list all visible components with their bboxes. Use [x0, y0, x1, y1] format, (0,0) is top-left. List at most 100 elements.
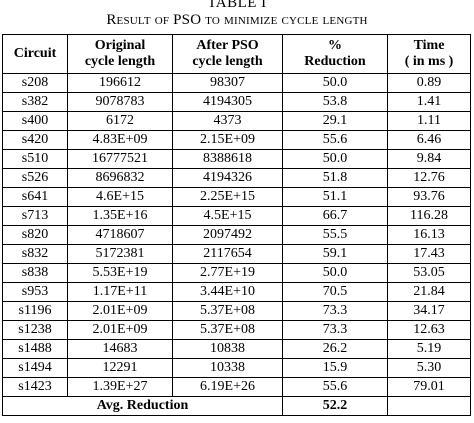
table-row: s713 1.35E+16 4.5E+15 66.7 116.28	[2, 206, 471, 226]
cell-percent-reduction: 73.3	[282, 320, 388, 340]
cell-original-cycle-length: 4.6E+15	[67, 187, 173, 207]
cell-circuit: s1488	[2, 339, 68, 359]
cell-percent-reduction: 55.6	[282, 377, 388, 397]
table-row: s1488 14683 10838 26.2 5.19	[2, 339, 471, 359]
cell-time-ms: 79.01	[387, 377, 471, 397]
cell-time-ms: 53.05	[387, 263, 471, 283]
cell-after-pso-cycle-length: 2.77E+19	[172, 263, 283, 283]
cell-after-pso-cycle-length: 5.37E+08	[172, 301, 283, 321]
table-caption: TABLE I Result of PSO to minimize cycle …	[0, 0, 474, 30]
header-time-line1: Time	[413, 38, 445, 53]
avg-reduction-row: Avg. Reduction 52.2	[2, 396, 471, 416]
header-after-line2: cycle length	[192, 54, 263, 69]
table-row: s1238 2.01E+09 5.37E+08 73.3 12.63	[2, 320, 471, 340]
cell-after-pso-cycle-length: 6.19E+26	[172, 377, 283, 397]
cell-after-pso-cycle-length: 4373	[172, 111, 283, 131]
cell-circuit: s641	[2, 187, 68, 207]
cell-time-ms: 116.28	[387, 206, 471, 226]
cell-percent-reduction: 26.2	[282, 339, 388, 359]
cell-time-ms: 17.43	[387, 244, 471, 264]
cell-circuit: s382	[2, 92, 68, 112]
header-time-line2: ( in ms )	[404, 54, 454, 69]
cell-circuit: s1196	[2, 301, 68, 321]
cell-circuit: s1494	[2, 358, 68, 378]
cell-original-cycle-length: 1.35E+16	[67, 206, 173, 226]
table-row: s953 1.17E+11 3.44E+10 70.5 21.84	[2, 282, 471, 302]
cell-original-cycle-length: 4718607	[67, 225, 173, 245]
cell-percent-reduction: 50.0	[282, 73, 388, 93]
cell-after-pso-cycle-length: 2.25E+15	[172, 187, 283, 207]
cell-time-ms: 21.84	[387, 282, 471, 302]
cell-original-cycle-length: 12291	[67, 358, 173, 378]
cell-percent-reduction: 51.1	[282, 187, 388, 207]
cell-original-cycle-length: 1.17E+11	[67, 282, 173, 302]
cell-percent-reduction: 73.3	[282, 301, 388, 321]
results-table: Circuit Original cycle length After PSO …	[2, 34, 471, 416]
cell-original-cycle-length: 1.39E+27	[67, 377, 173, 397]
cell-time-ms: 5.19	[387, 339, 471, 359]
cell-circuit: s838	[2, 263, 68, 283]
header-original-line1: Original	[94, 38, 146, 53]
cell-after-pso-cycle-length: 3.44E+10	[172, 282, 283, 302]
header-after-line1: After PSO	[196, 38, 259, 53]
table-row: s420 4.83E+09 2.15E+09 55.6 6.46	[2, 130, 471, 150]
avg-reduction-time	[387, 396, 471, 416]
cell-after-pso-cycle-length: 4194305	[172, 92, 283, 112]
cell-percent-reduction: 66.7	[282, 206, 388, 226]
cell-original-cycle-length: 8696832	[67, 168, 173, 188]
cell-after-pso-cycle-length: 2117654	[172, 244, 283, 264]
header-circuit: Circuit	[2, 34, 68, 74]
table-title: Result of PSO to minimize cycle length	[106, 12, 368, 28]
table-row: s526 8696832 4194326 51.8 12.76	[2, 168, 471, 188]
cell-original-cycle-length: 196612	[67, 73, 173, 93]
cell-circuit: s420	[2, 130, 68, 150]
cell-percent-reduction: 29.1	[282, 111, 388, 131]
cell-circuit: s208	[2, 73, 68, 93]
header-after-pso-cycle-length: After PSO cycle length	[172, 34, 283, 74]
cell-time-ms: 16.13	[387, 225, 471, 245]
cell-after-pso-cycle-length: 2097492	[172, 225, 283, 245]
cell-after-pso-cycle-length: 2.15E+09	[172, 130, 283, 150]
cell-original-cycle-length: 5.53E+19	[67, 263, 173, 283]
avg-reduction-value: 52.2	[282, 396, 388, 416]
cell-circuit: s1238	[2, 320, 68, 340]
cell-circuit: s400	[2, 111, 68, 131]
cell-circuit: s820	[2, 225, 68, 245]
header-time: Time ( in ms )	[387, 34, 471, 74]
cell-percent-reduction: 51.8	[282, 168, 388, 188]
table-row: s382 9078783 4194305 53.8 1.41	[2, 92, 471, 112]
cell-percent-reduction: 70.5	[282, 282, 388, 302]
cell-original-cycle-length: 5172381	[67, 244, 173, 264]
cell-after-pso-cycle-length: 10338	[172, 358, 283, 378]
cell-after-pso-cycle-length: 4194326	[172, 168, 283, 188]
cell-original-cycle-length: 16777521	[67, 149, 173, 169]
header-row: Circuit Original cycle length After PSO …	[2, 34, 471, 74]
cell-after-pso-cycle-length: 98307	[172, 73, 283, 93]
cell-after-pso-cycle-length: 5.37E+08	[172, 320, 283, 340]
table-row: s820 4718607 2097492 55.5 16.13	[2, 225, 471, 245]
header-reduction-line2: Reduction	[304, 54, 366, 69]
header-reduction-line1: %	[328, 38, 342, 53]
cell-original-cycle-length: 9078783	[67, 92, 173, 112]
table-row: s641 4.6E+15 2.25E+15 51.1 93.76	[2, 187, 471, 207]
cell-original-cycle-length: 6172	[67, 111, 173, 131]
cell-time-ms: 9.84	[387, 149, 471, 169]
cell-after-pso-cycle-length: 4.5E+15	[172, 206, 283, 226]
cell-time-ms: 12.76	[387, 168, 471, 188]
cell-circuit: s832	[2, 244, 68, 264]
table-row: s832 5172381 2117654 59.1 17.43	[2, 244, 471, 264]
table-row: s208 196612 98307 50.0 0.89	[2, 73, 471, 93]
cell-time-ms: 34.17	[387, 301, 471, 321]
cell-percent-reduction: 59.1	[282, 244, 388, 264]
cell-original-cycle-length: 2.01E+09	[67, 320, 173, 340]
cell-time-ms: 6.46	[387, 130, 471, 150]
table-row: s1423 1.39E+27 6.19E+26 55.6 79.01	[2, 377, 471, 397]
cell-original-cycle-length: 14683	[67, 339, 173, 359]
cell-original-cycle-length: 2.01E+09	[67, 301, 173, 321]
table-body: s208 196612 98307 50.0 0.89 s382 9078783 419430…	[2, 73, 471, 397]
cell-percent-reduction: 53.8	[282, 92, 388, 112]
cell-circuit: s1423	[2, 377, 68, 397]
cell-time-ms: 0.89	[387, 73, 471, 93]
cell-percent-reduction: 50.0	[282, 149, 388, 169]
avg-reduction-label: Avg. Reduction	[2, 396, 283, 416]
